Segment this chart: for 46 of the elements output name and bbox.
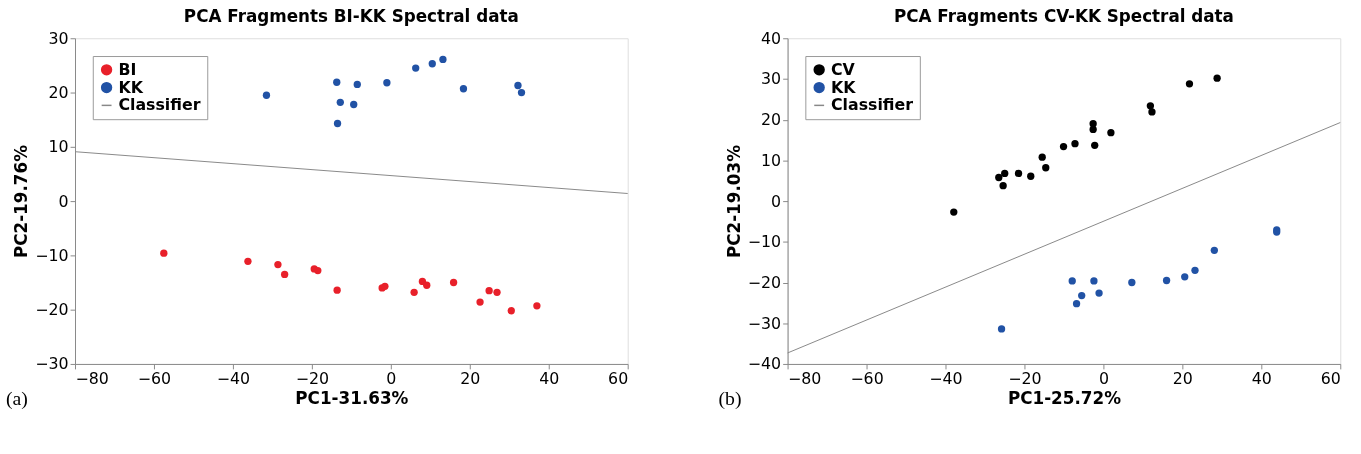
- y-tick-label: 20: [48, 82, 69, 102]
- y-tick-label: −40: [747, 354, 782, 374]
- x-tick-label: 20: [1172, 369, 1193, 389]
- y-tick-label: 10: [761, 150, 782, 170]
- y-tick-label: −20: [35, 300, 69, 320]
- y-tick-label: −30: [35, 354, 69, 374]
- y-tick-label: 0: [771, 191, 782, 211]
- x-axis-title: PC1-25.72%: [1007, 387, 1122, 408]
- x-tick-label: 40: [539, 369, 560, 389]
- y-tick-label: 20: [761, 110, 782, 130]
- text: (b): [718, 387, 742, 411]
- legend-label: CV: [831, 59, 856, 79]
- legend-label: KK: [831, 77, 857, 97]
- chart-title: PCA Fragments BI-KK Spectral data: [183, 6, 519, 27]
- legend-label: BI: [118, 59, 137, 79]
- y-tick-label: −10: [747, 232, 782, 252]
- y-tick-label: 0: [58, 191, 69, 211]
- y-tick-label: 30: [48, 28, 69, 48]
- x-tick-label: −20: [295, 369, 330, 389]
- x-axis-title: PC1-31.63%: [295, 387, 409, 408]
- x-tick-label: 60: [608, 369, 629, 389]
- y-tick-label: −20: [747, 272, 782, 292]
- x-tick-label: 0: [386, 369, 397, 389]
- x-tick-label: −40: [929, 369, 963, 389]
- x-tick-label: −40: [216, 369, 251, 389]
- chart-title: PCA Fragments CV-KK Spectral data: [893, 6, 1234, 27]
- x-tick-label: −80: [788, 369, 822, 389]
- y-tick-label: 10: [48, 137, 69, 157]
- y-tick-label: −10: [35, 245, 69, 265]
- y-tick-label: 40: [761, 28, 782, 48]
- text: (a): [5, 387, 28, 411]
- legend-label: Classifier: [831, 95, 914, 115]
- legend-label: KK: [118, 77, 144, 97]
- y-axis-title: PC2-19.76%: [11, 144, 32, 259]
- legend-label: Classifier: [118, 95, 201, 115]
- y-tick-label: −30: [747, 313, 782, 333]
- x-tick-label: −20: [1008, 369, 1042, 389]
- x-tick-label: −60: [850, 369, 884, 389]
- x-tick-label: 60: [1320, 369, 1341, 389]
- x-tick-label: −80: [75, 369, 109, 389]
- x-tick-label: 40: [1251, 369, 1272, 389]
- x-tick-label: −60: [137, 369, 172, 389]
- x-tick-label: 20: [460, 369, 481, 389]
- x-tick-label: 0: [1098, 369, 1109, 389]
- y-tick-label: 30: [761, 69, 782, 89]
- y-axis-title: PC2-19.03%: [723, 144, 744, 259]
